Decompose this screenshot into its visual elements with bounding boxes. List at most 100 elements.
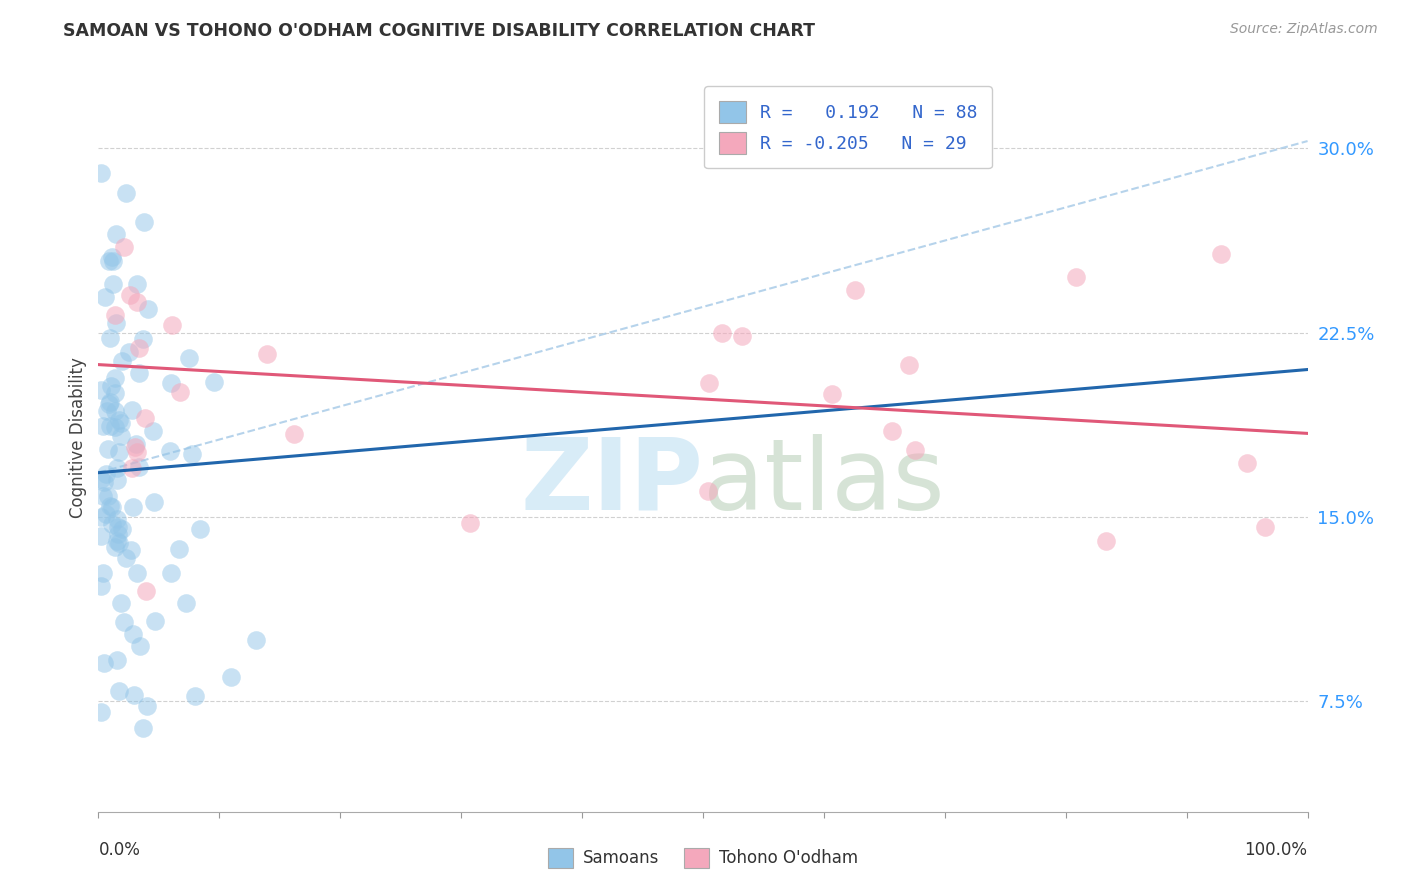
- Point: [127, 277, 149, 291]
- Point: [90, 384, 112, 398]
- Point: [107, 684, 129, 698]
- Point: [93, 657, 115, 671]
- Point: [697, 376, 720, 390]
- Point: [101, 253, 124, 268]
- Point: [128, 460, 150, 475]
- Point: [98, 500, 121, 514]
- Point: [730, 328, 752, 343]
- Point: [1209, 247, 1232, 261]
- Point: [98, 418, 121, 433]
- Point: [125, 566, 148, 581]
- Point: [107, 534, 129, 549]
- Point: [127, 444, 149, 458]
- Point: [124, 688, 146, 702]
- Point: [100, 379, 122, 393]
- Point: [245, 632, 267, 647]
- Text: 100.0%: 100.0%: [1244, 841, 1308, 859]
- Point: [283, 427, 305, 442]
- Point: [145, 614, 167, 628]
- Point: [120, 288, 142, 302]
- Y-axis label: Cognitive Disability: Cognitive Disability: [69, 357, 87, 517]
- Point: [221, 670, 243, 684]
- Point: [160, 566, 183, 580]
- Point: [104, 227, 127, 242]
- Text: atlas: atlas: [703, 434, 945, 531]
- Point: [108, 413, 131, 427]
- Point: [159, 443, 181, 458]
- Point: [111, 522, 134, 536]
- Legend: Samoans, Tohono O'odham: Samoans, Tohono O'odham: [541, 841, 865, 875]
- Point: [101, 500, 124, 514]
- Point: [97, 442, 120, 457]
- Point: [169, 541, 191, 556]
- Point: [107, 520, 129, 534]
- Text: SAMOAN VS TOHONO O'ODHAM COGNITIVE DISABILITY CORRELATION CHART: SAMOAN VS TOHONO O'ODHAM COGNITIVE DISAB…: [63, 22, 815, 40]
- Point: [184, 690, 207, 704]
- Point: [90, 706, 112, 720]
- Point: [188, 522, 211, 536]
- Point: [107, 527, 129, 541]
- Point: [125, 436, 148, 450]
- Point: [108, 444, 131, 458]
- Point: [135, 699, 157, 714]
- Point: [98, 254, 121, 268]
- Point: [710, 326, 733, 340]
- Point: [143, 494, 166, 508]
- Point: [1064, 269, 1087, 284]
- Point: [110, 429, 132, 443]
- Point: [90, 166, 112, 180]
- Point: [97, 397, 120, 411]
- Point: [169, 384, 191, 399]
- Point: [110, 596, 132, 610]
- Point: [104, 540, 127, 554]
- Point: [128, 341, 150, 355]
- Point: [120, 542, 142, 557]
- Point: [458, 516, 481, 531]
- Point: [100, 517, 122, 532]
- Point: [142, 424, 165, 438]
- Point: [128, 366, 150, 380]
- Point: [1254, 519, 1277, 533]
- Point: [697, 484, 720, 499]
- Point: [132, 721, 155, 735]
- Point: [90, 472, 112, 486]
- Point: [98, 330, 121, 344]
- Point: [897, 359, 920, 373]
- Point: [160, 376, 183, 391]
- Point: [91, 489, 114, 503]
- Point: [121, 461, 143, 475]
- Point: [904, 443, 927, 458]
- Point: [104, 371, 127, 385]
- Point: [122, 627, 145, 641]
- Point: [94, 290, 117, 304]
- Point: [115, 186, 138, 200]
- Point: [101, 250, 124, 264]
- Point: [90, 579, 112, 593]
- Point: [91, 566, 114, 581]
- Point: [112, 615, 135, 629]
- Point: [202, 376, 225, 390]
- Point: [105, 316, 128, 330]
- Point: [160, 318, 183, 332]
- Point: [96, 404, 118, 418]
- Point: [112, 240, 135, 254]
- Point: [129, 640, 152, 654]
- Point: [177, 351, 200, 366]
- Point: [103, 308, 125, 322]
- Point: [136, 302, 159, 317]
- Point: [131, 332, 153, 346]
- Point: [98, 395, 121, 409]
- Point: [105, 474, 128, 488]
- Point: [124, 440, 146, 454]
- Point: [108, 536, 131, 550]
- Point: [97, 489, 120, 503]
- Point: [103, 386, 125, 401]
- Point: [110, 416, 132, 430]
- Point: [127, 295, 149, 310]
- Point: [118, 344, 141, 359]
- Point: [121, 403, 143, 417]
- Point: [105, 512, 128, 526]
- Point: [821, 386, 844, 401]
- Point: [93, 475, 115, 489]
- Point: [134, 411, 156, 425]
